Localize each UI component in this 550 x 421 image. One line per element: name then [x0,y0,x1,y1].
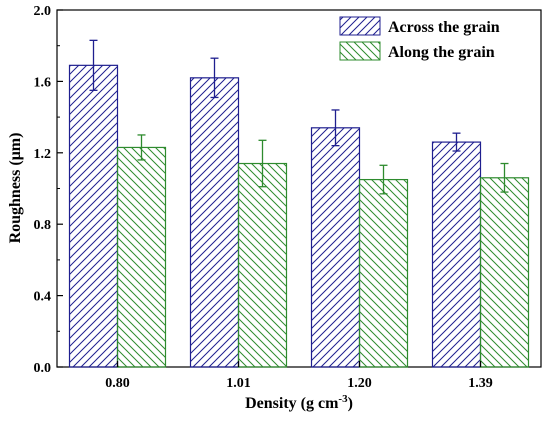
bar-across-1.39 [431,141,482,368]
legend-label-across: Across the grain [388,19,500,36]
x-axis: 0.80 1.01 1.20 1.39 [105,361,493,391]
legend-swatch-along [339,41,381,61]
y-tick-label: 0.4 [34,290,52,305]
x-tick-label: 1.39 [468,376,493,391]
y-tick-label: 1.6 [34,75,52,90]
legend-label-along: Along the grain [388,44,495,61]
y-axis-label: Roughness (μm) [7,133,24,244]
legend: Across the grain Along the grain [339,16,500,61]
bar-along-1.01 [237,162,288,368]
bar-across-0.80 [68,64,119,368]
x-tick-label: 0.80 [105,376,130,391]
bar-along-1.20 [358,178,409,368]
x-axis-label: Density (g cm-3) [245,393,353,412]
y-tick-label: 0.0 [34,361,52,376]
bar-along-0.80 [116,146,167,368]
y-axis: 0.0 0.4 0.8 1.2 1.6 2.0 [34,4,63,376]
y-tick-label: 2.0 [34,4,52,19]
x-tick-label: 1.20 [347,376,372,391]
y-tick-label: 1.2 [34,147,52,162]
bar-across-1.20 [310,127,361,368]
bar-along-1.39 [479,177,530,368]
legend-swatch-across [339,16,381,36]
x-axis-label-superscript: -3 [338,393,348,405]
x-tick-label: 1.01 [226,376,251,391]
y-tick-label: 0.8 [34,218,52,233]
bar-across-1.01 [189,77,240,368]
bars-layer [68,39,530,368]
